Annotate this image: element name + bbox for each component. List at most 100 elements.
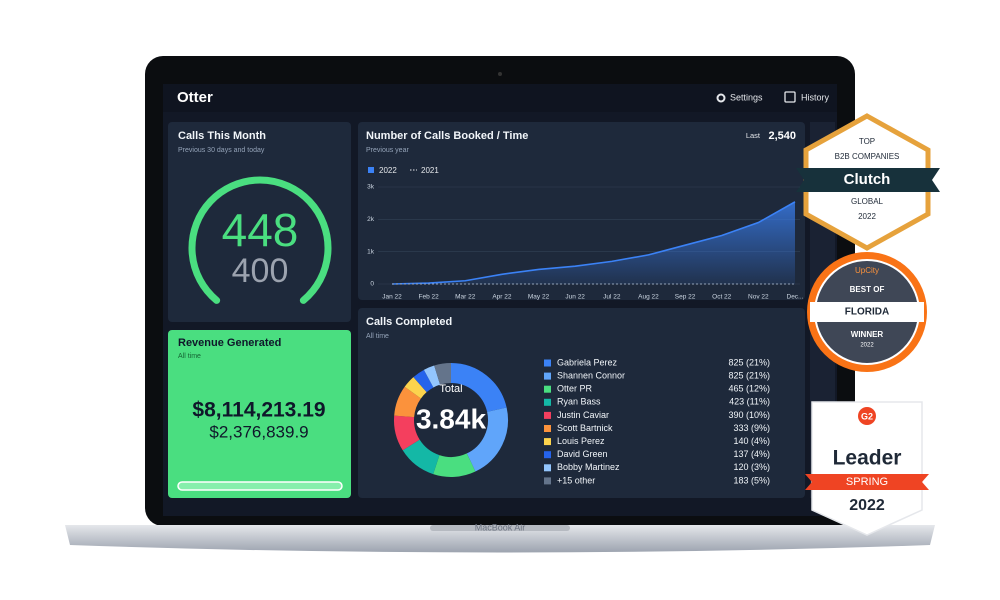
y-tick-label: 3k <box>367 184 375 191</box>
legend-label: Ryan Bass <box>557 397 601 407</box>
laptop-base <box>65 525 935 553</box>
legend-label: Bobby Martinez <box>557 462 620 472</box>
chart-subtitle: Previous year <box>366 147 409 154</box>
donut-panel <box>358 308 805 498</box>
annotation: 2,540 <box>768 130 796 142</box>
y-tick-label: 2k <box>367 216 375 223</box>
nav-history[interactable]: History <box>801 92 830 102</box>
chart-title: Number of Calls Booked / Time <box>366 130 528 142</box>
revenue-panel <box>168 330 351 498</box>
legend-label: Otter PR <box>557 384 593 394</box>
revenue-secondary: $2,376,839.9 <box>209 422 308 441</box>
legend-swatch <box>544 477 551 485</box>
value-label: 825 (21%) <box>728 357 770 367</box>
clutch-brand: Clutch <box>844 171 891 188</box>
value-label: 825 (21%) <box>728 370 770 380</box>
g2-title: Leader <box>833 447 902 470</box>
area <box>392 201 795 284</box>
logo[interactable]: Otter <box>177 89 213 106</box>
gauge-value: 448 <box>222 204 299 256</box>
chart-title: Calls Completed <box>366 316 452 328</box>
laptop-notch <box>430 525 570 531</box>
panel-title: Revenue Generated <box>178 337 281 349</box>
g2-season: SPRING <box>846 476 888 488</box>
upcity-place: FLORIDA <box>845 307 889 318</box>
g2-logo <box>858 407 876 425</box>
g2-ribbon <box>805 474 929 490</box>
value-label: 183 (5%) <box>733 475 770 485</box>
upcity-award: WINNER <box>851 330 884 339</box>
annotation-label: Last <box>746 131 761 140</box>
legend-label: +15 other <box>557 475 595 485</box>
legend-label: Scott Bartnick <box>557 423 613 433</box>
gauge-target: 400 <box>232 252 289 290</box>
legend-label: David Green <box>557 449 608 459</box>
value-label: 120 (3%) <box>733 462 770 472</box>
legend-swatch <box>544 398 551 406</box>
upcity-brand: UpCity <box>855 266 879 275</box>
legend-label: 2021 <box>421 166 439 175</box>
history-icon[interactable] <box>784 91 796 103</box>
legend-label: Louis Perez <box>557 436 605 446</box>
value-label: 137 (4%) <box>733 449 770 459</box>
x-tick-label: Nov 22 <box>748 294 769 301</box>
donut-segment <box>434 363 452 385</box>
donut-segment <box>402 439 440 475</box>
legend-label: 2022 <box>379 166 397 175</box>
donut-segment <box>423 365 441 388</box>
laptop-label: MacBook Air <box>475 522 526 532</box>
panel-subtitle: Previous 30 days and today <box>178 147 265 154</box>
donut-segment <box>433 453 476 477</box>
clutch-top: TOP <box>859 137 875 146</box>
value-label: 423 (11%) <box>729 397 770 407</box>
donut-segment <box>466 407 508 472</box>
legend-swatch <box>368 167 374 173</box>
line <box>391 201 796 285</box>
revenue-value: $8,114,213.19 <box>192 399 325 422</box>
legend-swatch <box>544 411 551 419</box>
legend-swatch <box>544 451 551 459</box>
legend-swatch <box>544 438 551 446</box>
nav-settings[interactable]: Settings <box>730 92 763 102</box>
gauge-arc <box>188 176 332 304</box>
upcity-year: 2022 <box>860 343 874 349</box>
x-tick-label: Sep 22 <box>675 294 696 301</box>
upcity-ribbon <box>810 302 924 322</box>
x-tick-label: Aug 22 <box>638 294 659 301</box>
clutch-line: B2B COMPANIES <box>835 152 900 161</box>
panel-title: Calls This Month <box>178 130 266 142</box>
x-tick-label: Apr 22 <box>492 294 512 301</box>
x-tick-label: Feb 22 <box>419 294 440 301</box>
settings-icon[interactable] <box>716 93 726 103</box>
value-label: 390 (10%) <box>728 410 770 420</box>
donut-segment <box>413 369 434 393</box>
upcity-top: BEST OF <box>850 285 885 294</box>
donut-center-label: Total <box>439 383 462 395</box>
donut-segment <box>450 363 507 413</box>
legend-label: Shannen Connor <box>557 370 625 380</box>
g2-badge <box>811 401 923 536</box>
donut-center-value: 3.84k <box>416 403 486 434</box>
clutch-scope: GLOBAL <box>851 197 884 206</box>
x-tick-label: Jun 22 <box>565 294 585 301</box>
g2-brand: G2 <box>861 411 873 421</box>
legend-swatch <box>544 359 551 367</box>
chart-subtitle: All time <box>366 333 389 340</box>
donut-segment <box>394 386 422 418</box>
x-tick-label: Jul 22 <box>603 294 621 301</box>
x-tick-label: Dec... <box>787 294 804 301</box>
x-tick-label: Mar 22 <box>455 294 476 301</box>
legend-swatch <box>544 425 551 432</box>
calls-panel <box>168 122 351 322</box>
y-tick-label: 0 <box>370 281 374 288</box>
x-tick-label: Jan 22 <box>382 294 402 301</box>
y-tick-label: 1k <box>367 248 375 255</box>
legend-label: Gabriela Perez <box>557 357 618 367</box>
x-tick-label: Oct 22 <box>712 294 732 301</box>
donut-segment <box>394 415 420 451</box>
value-label: 333 (9%) <box>733 423 770 433</box>
legend-swatch <box>544 385 551 393</box>
value-label: 140 (4%) <box>733 436 770 446</box>
clutch-year: 2022 <box>858 212 876 221</box>
